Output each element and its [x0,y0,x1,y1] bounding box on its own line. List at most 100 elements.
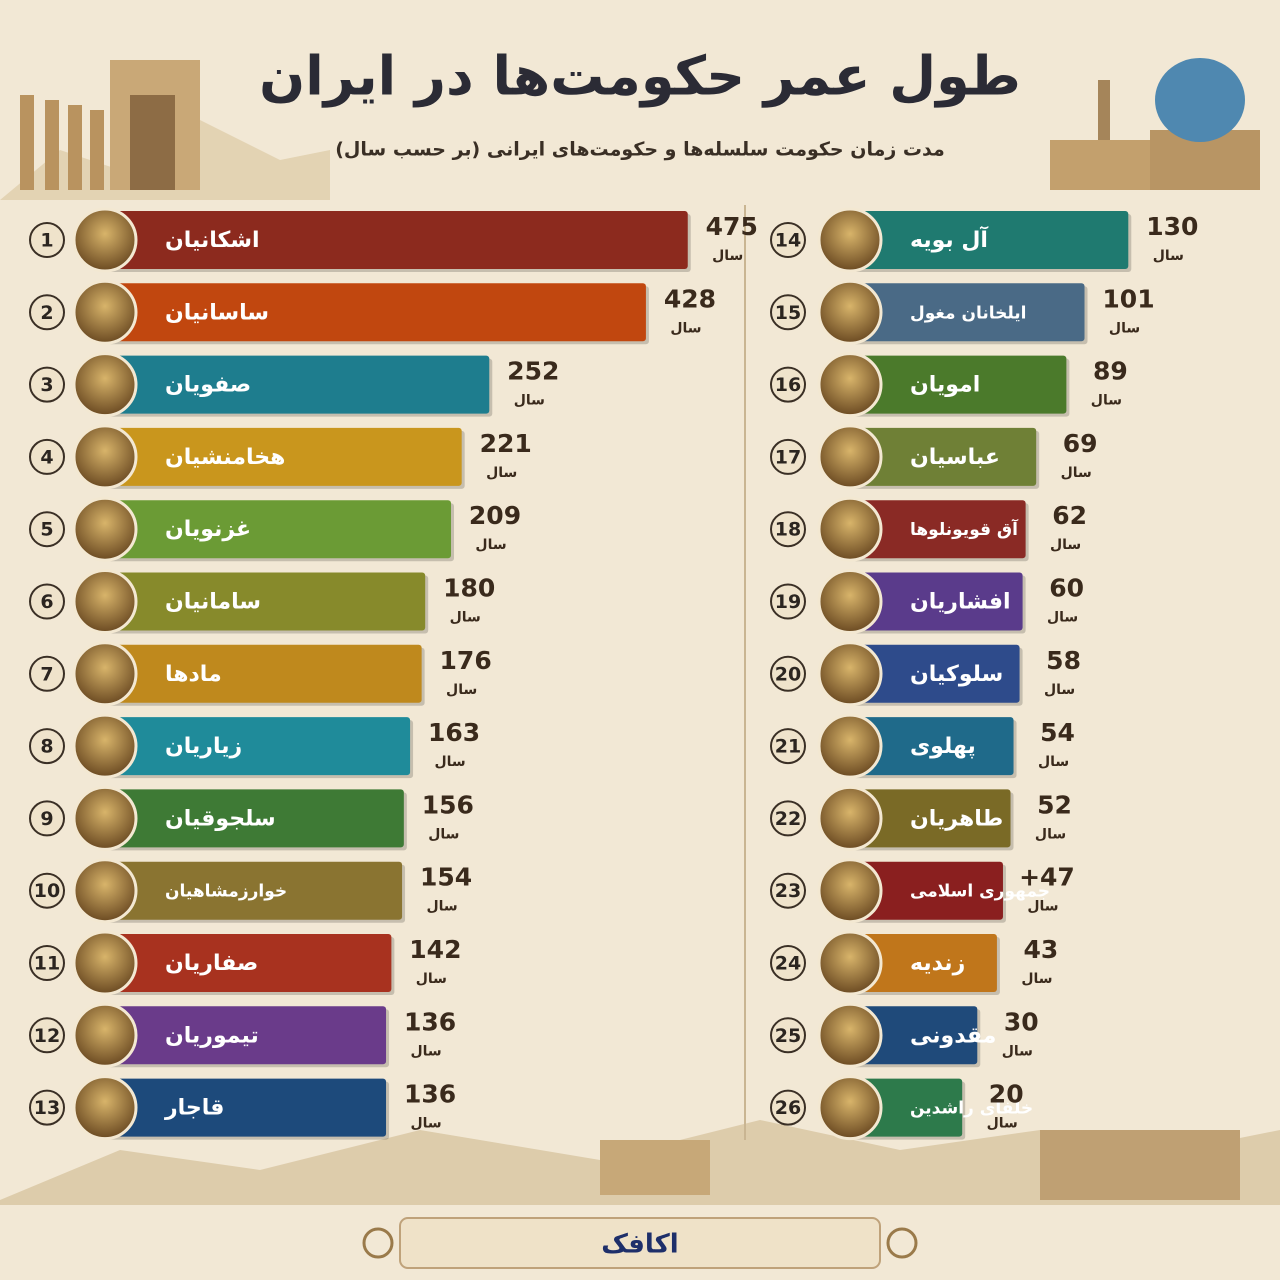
dynasty-name: خلفای راشدین [910,1099,1033,1119]
rank: 23 [775,880,801,902]
dynasty-name: پهلوی [910,734,976,759]
rank-badge [770,728,806,765]
bar [105,861,403,920]
unit-label: سال [410,1116,441,1132]
rank: 19 [775,591,801,613]
rank-badge [29,728,65,765]
rank-badge [29,1017,65,1054]
value-label: 428 [664,284,716,313]
dynasty-name: صفویان [165,373,251,398]
rank-badge [29,438,65,475]
value-label: 60 [1049,574,1084,603]
dynasty-icon [817,569,883,634]
value-label: 136 [404,1007,456,1036]
rank-badge [770,511,806,548]
bar [850,644,1020,703]
rank: 14 [775,230,801,252]
value-label: 62 [1052,501,1087,530]
unit-label: سال [1153,248,1184,264]
unit-label: سال [1044,682,1075,698]
bar [850,717,1014,776]
rank: 16 [775,374,801,396]
rank: 21 [775,736,801,758]
value-label: 89 [1093,357,1128,386]
value-label: 136 [404,1080,456,1109]
rank-badge [29,1089,65,1126]
rank: 8 [40,736,53,758]
dynasty-name: امویان [910,373,980,398]
unit-label: سال [712,248,743,264]
dynasty-name: غزنویان [165,517,251,542]
rank: 6 [40,591,53,613]
rank-badge [770,583,806,620]
rank: 15 [775,302,801,324]
decoration [0,58,1280,1269]
dynasty-name: سلوکیان [910,662,1003,687]
rank: 10 [34,880,60,902]
bar [105,1006,387,1065]
value-label: 58 [1046,646,1081,675]
value-label: +47 [1019,863,1075,892]
dynasty-icon [72,569,138,634]
dynasty-icon [72,785,138,851]
unit-label: سال [450,610,481,626]
rank: 12 [34,1025,60,1047]
bar [105,717,411,776]
value-label: 163 [428,718,480,747]
rank-badge [770,366,806,403]
unit-label: سال [1050,537,1081,553]
rank-badge [29,872,65,909]
dynasty-icon [817,496,883,562]
dynasty-icon [72,1075,138,1141]
rank-badge [770,800,806,837]
value-label: 180 [443,574,495,603]
dynasty-icon [72,279,138,345]
rank: 13 [34,1097,60,1119]
rank-badge [770,222,806,258]
bar [850,1006,978,1065]
rank: 2 [40,302,53,324]
rank-badge [770,945,806,981]
dynasty-name: مقدونی [910,1023,996,1048]
bar [105,211,688,269]
rank-badge [29,222,65,258]
value-label: 101 [1102,284,1154,313]
value-label: 69 [1063,429,1098,458]
value-label: 475 [706,212,758,241]
rank-badge [770,655,806,692]
rank: 7 [40,663,53,685]
dynasty-name: زندیه [910,951,965,976]
dynasty-icon [72,858,138,924]
rank-badge [770,294,806,331]
rank: 24 [775,953,801,975]
rank-badge [29,945,65,981]
rank-badge [770,1017,806,1054]
dynasty-name: آق قویونلوها [910,518,1019,540]
value-label: 43 [1024,935,1059,964]
dynasty-icon [817,1002,883,1068]
dynasty-icon [72,641,138,707]
rank: 20 [775,663,801,685]
value-label: 30 [1004,1007,1039,1036]
dynasty-name: سلجوقیان [165,806,276,831]
value-label: 54 [1040,718,1075,747]
unit-label: سال [670,320,701,336]
dynasty-icon [817,279,883,345]
rank: 9 [40,808,53,830]
bar [105,644,422,703]
rank-badge [770,1089,806,1126]
dynasty-icon [817,785,883,851]
rank: 3 [40,374,53,396]
dynasty-name: عباسیان [910,445,1000,470]
unit-label: سال [1047,610,1078,626]
dynasty-name: آل بویه [910,225,988,253]
unit-label: سال [416,971,447,987]
value-label: 20 [989,1080,1024,1109]
dynasty-icon [817,1075,883,1141]
dynasty-icon [72,930,138,996]
dynasty-name: مادها [165,662,222,687]
dynasty-name: زیاریان [165,734,242,759]
dynasty-name: خوارزمشاهیان [165,882,287,902]
